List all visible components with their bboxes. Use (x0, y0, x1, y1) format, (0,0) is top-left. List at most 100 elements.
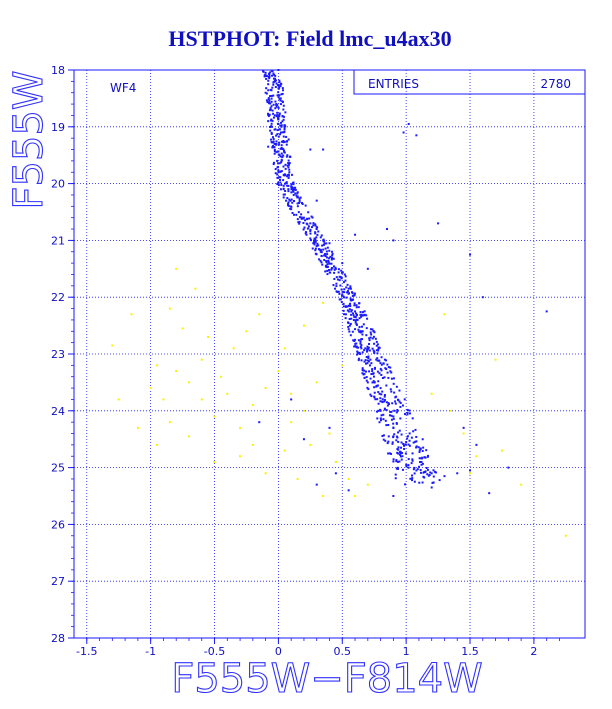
texture-point (314, 241, 317, 244)
texture-point (270, 94, 273, 97)
texture-point (418, 457, 421, 460)
texture-point (333, 287, 336, 290)
texture-point (279, 99, 282, 102)
texture-point (279, 85, 282, 88)
texture-point (271, 70, 274, 73)
texture-point (389, 370, 392, 373)
data-point (462, 426, 465, 429)
texture-point (282, 184, 285, 187)
texture-point (382, 438, 385, 441)
texture-point (364, 359, 367, 362)
texture-point (276, 111, 279, 114)
texture-point (356, 350, 359, 353)
texture-point (317, 244, 320, 247)
texture-point (302, 217, 305, 220)
texture-point (287, 138, 290, 141)
texture-point (328, 271, 331, 274)
texture-point (273, 152, 276, 155)
data-point (305, 233, 308, 236)
data-point (213, 415, 216, 418)
y-tick-label: 26 (51, 518, 65, 531)
texture-point (365, 314, 368, 317)
texture-point (417, 446, 420, 449)
texture-point (419, 447, 422, 450)
texture-point (401, 468, 404, 471)
texture-point (415, 446, 418, 449)
texture-point (283, 126, 286, 129)
texture-point (359, 342, 362, 345)
texture-point (324, 242, 327, 245)
texture-point (403, 444, 406, 447)
texture-point (345, 296, 348, 299)
texture-point (280, 158, 283, 161)
texture-point (369, 328, 372, 331)
texture-point (392, 460, 395, 463)
texture-point (277, 135, 280, 138)
texture-point (422, 475, 425, 478)
texture-point (377, 380, 380, 383)
data-point (334, 267, 337, 270)
texture-point (290, 191, 293, 194)
texture-point (356, 353, 359, 356)
texture-point (363, 376, 366, 379)
texture-point (366, 362, 369, 365)
texture-point (306, 223, 309, 226)
texture-point (298, 222, 301, 225)
texture-point (395, 467, 398, 470)
texture-point (279, 181, 282, 184)
texture-point (382, 413, 385, 416)
texture-point (282, 108, 285, 111)
texture-point (355, 312, 358, 315)
data-point (347, 477, 350, 480)
data-point (264, 91, 267, 94)
texture-point (362, 373, 365, 376)
texture-point (290, 187, 293, 190)
texture-point (421, 481, 424, 484)
data-point (264, 71, 267, 74)
data-point (136, 426, 139, 429)
texture-point (314, 247, 317, 250)
texture-point (279, 155, 282, 158)
texture-point (370, 333, 373, 336)
texture-point (288, 168, 291, 171)
texture-point (400, 433, 403, 436)
texture-point (340, 277, 343, 280)
texture-point (408, 439, 411, 442)
texture-point (366, 350, 369, 353)
texture-point (395, 385, 398, 388)
texture-point (313, 241, 316, 244)
data-point (361, 330, 364, 333)
texture-point (357, 359, 360, 362)
texture-point (275, 142, 278, 145)
texture-point (347, 325, 350, 328)
texture-point (279, 97, 282, 100)
texture-point (314, 224, 317, 227)
texture-point (287, 184, 290, 187)
texture-point (276, 150, 279, 153)
data-point (369, 358, 372, 361)
texture-point (380, 419, 383, 422)
texture-point (382, 434, 385, 437)
texture-point (397, 431, 400, 434)
texture-point (279, 124, 282, 127)
texture-point (372, 372, 375, 375)
texture-point (308, 217, 311, 220)
data-point (443, 313, 446, 316)
texture-point (392, 422, 395, 425)
data-point (405, 441, 408, 444)
texture-point (283, 149, 286, 152)
data-point (296, 202, 299, 205)
texture-point (404, 452, 407, 455)
texture-point (416, 468, 419, 471)
stats-box-dot: . (372, 77, 376, 91)
texture-point (269, 107, 272, 110)
texture-point (359, 313, 362, 316)
texture-point (391, 441, 394, 444)
texture-point (387, 435, 390, 438)
texture-point (278, 153, 281, 156)
texture-point (400, 458, 403, 461)
texture-point (372, 380, 375, 383)
data-point (111, 344, 114, 347)
data-point (267, 145, 270, 148)
texture-point (406, 408, 409, 411)
